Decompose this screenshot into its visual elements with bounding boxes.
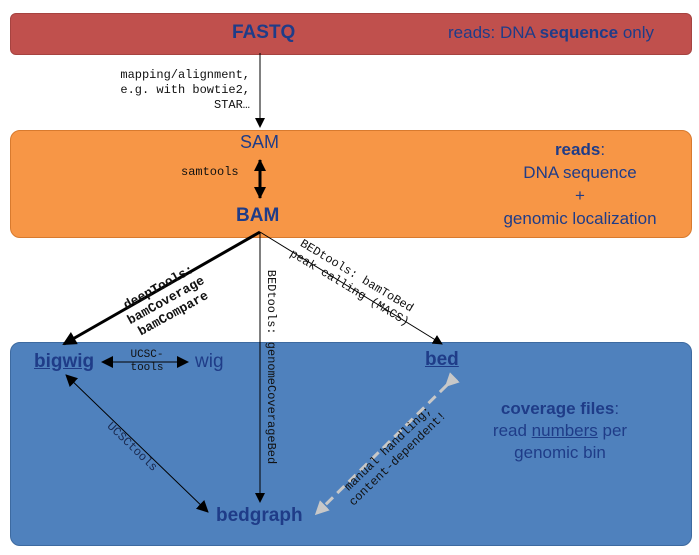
coverage-line-1-underlined: numbers [531,421,598,440]
coverage-description: coverage files: read numbers per genomic… [470,398,650,464]
coverage-heading-bold: coverage files [500,399,615,418]
reads-line-3: genomic localization [503,209,657,228]
bam-label: BAM [236,205,280,226]
fastq-label: FASTQ [232,22,296,43]
mapping-note-line-3: STAR… [213,98,250,112]
reads-description: reads: DNA sequence + genomic localizati… [480,138,680,230]
fastq-desc-bold: sequence [539,23,619,42]
bedgraph-label: bedgraph [216,505,303,526]
bam-to-bed-arrow [259,231,443,345]
ucsc-tools-line-2: tools [130,362,164,374]
fastq-desc-post: only [618,23,655,42]
fastq-desc-pre: reads: DNA [448,23,540,42]
samtools-label: samtools [181,165,239,179]
genomecoveragebed-label: BEDtools: genomeCoverageBed [264,269,278,465]
fastq-box [10,13,692,55]
ucsc-tools-label: UCSC- tools [124,349,170,375]
fastq-description: reads: DNA sequence only [448,23,654,43]
bigwig-label: bigwig [34,351,95,372]
reads-line-1: DNA sequence [523,163,637,182]
sam-label: SAM [240,132,280,152]
coverage-line-1: read numbers per [470,420,650,442]
mapping-note: mapping/alignment, e.g. with bowtie2, ST… [90,68,250,113]
reads-heading-colon: : [600,140,606,159]
coverage-heading: coverage files: [470,398,650,420]
bed-bedgraph-dashed-arrow [314,372,460,516]
wig-label: wig [195,351,224,372]
bam-to-bigwig-arrow [62,230,261,346]
coverage-line-1-pre: read [492,421,532,440]
mapping-note-line-2: e.g. with bowtie2, [120,83,250,97]
reads-heading-bold: reads [554,140,601,159]
coverage-heading-colon: : [614,399,620,418]
reads-line-2: + [575,186,585,205]
coverage-line-1-post: per [597,421,628,440]
bed-label: bed [425,349,459,370]
ucsc-tools-line-1: UCSC- [130,349,164,361]
reads-heading: reads: [480,138,680,161]
sam-bam-box [10,130,692,238]
bigwig-bedgraph-arrow [65,374,209,513]
mapping-note-line-1: mapping/alignment, [120,68,250,82]
coverage-line-2: genomic bin [514,443,606,462]
